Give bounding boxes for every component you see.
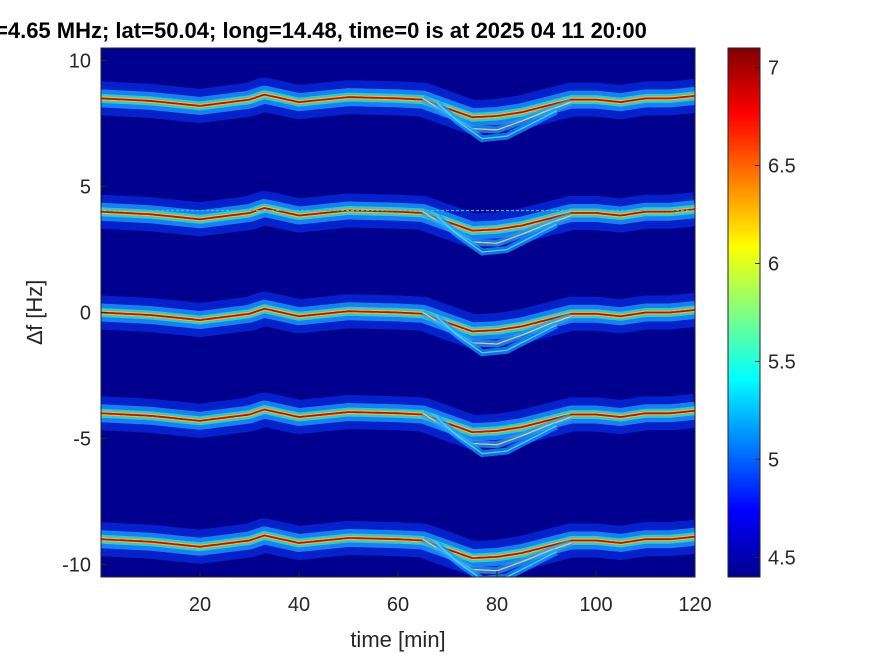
colorbar-tick-label: 5.5 (768, 351, 796, 373)
colorbar (727, 47, 761, 578)
x-tick-label: 100 (579, 594, 612, 616)
colorbar-ticks: 4.5 5 5.5 6 6.5 7 (755, 58, 796, 569)
band-core (101, 307, 695, 333)
colorbar-tick-label: 6 (768, 254, 779, 276)
band-5 (101, 518, 695, 577)
echo-trace (437, 102, 557, 140)
echo-trace (437, 543, 557, 577)
echo-trace (437, 216, 557, 253)
x-tick-label: 40 (288, 594, 310, 616)
x-axis-label: time [min] (350, 627, 445, 652)
band-1 (101, 77, 695, 143)
x-tick-label: 60 (387, 594, 409, 616)
y-tick-label: -5 (73, 428, 91, 450)
spectrogram-bands (101, 77, 695, 577)
colorbar-tick-label: 4.5 (768, 547, 796, 569)
band-core (101, 408, 695, 434)
y-tick-label: 0 (80, 303, 91, 325)
x-tick-label: 120 (678, 594, 711, 616)
y-tick-label: 5 (80, 177, 91, 199)
colorbar-tick-label: 6.5 (768, 156, 796, 178)
y-axis: -10 -5 0 5 10 (62, 51, 107, 576)
colorbar-tick-label: 7 (768, 58, 779, 80)
band-core (101, 534, 695, 559)
band-core (101, 93, 695, 119)
y-tick-label: 10 (69, 51, 91, 73)
colorbar-tick-label: 5 (768, 449, 779, 471)
band-core (101, 207, 695, 232)
x-axis: 20 40 60 80 100 120 (189, 571, 712, 616)
echo-trace (437, 317, 557, 354)
band-3 (101, 291, 695, 357)
x-tick-label: 20 (189, 594, 211, 616)
echo-trace (437, 417, 557, 455)
band-2 (101, 191, 695, 256)
y-tick-label: -10 (62, 554, 91, 576)
x-tick-label: 80 (486, 594, 508, 616)
band-4 (101, 392, 695, 458)
chart-title: =4.65 MHz; lat=50.04; long=14.48, time=0… (0, 18, 647, 43)
y-axis-label: ∆f [Hz] (22, 280, 47, 345)
